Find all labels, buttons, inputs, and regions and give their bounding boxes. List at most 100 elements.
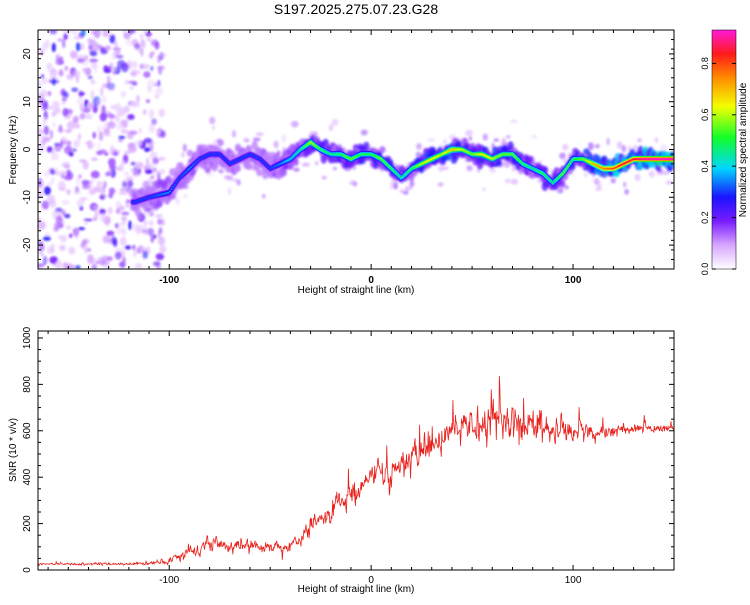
- colorbar-ticks: 0.0 0.2 0.4 0.6 0.8: [700, 57, 736, 275]
- spectrogram-noise-cell: [68, 233, 73, 238]
- ridge-core: [479, 153, 482, 156]
- spectrogram-noise-cell: [148, 123, 156, 134]
- spectrogram-noise-cell: [153, 82, 158, 87]
- spectrogram-noise-cell: [113, 167, 121, 171]
- spectrogram-noise-cell: [131, 71, 136, 76]
- ridge-core: [584, 158, 587, 162]
- spectrogram-noise-cell: [209, 116, 216, 125]
- spectrogram-noise-cell: [353, 182, 357, 187]
- spectrogram-noise-cell: [52, 100, 60, 110]
- spectrogram-noise-cell: [107, 121, 116, 129]
- spectrogram-noise-cell: [148, 177, 152, 184]
- spectrogram-noise-cell: [115, 208, 121, 215]
- spectrogram-noise-cell: [120, 129, 129, 134]
- spectrogram-noise-cell: [409, 180, 415, 188]
- ridge-core: [141, 198, 144, 201]
- spectrogram-noise-cell: [150, 175, 155, 180]
- spectrogram-noise-cell: [51, 42, 56, 53]
- spectrogram-noise-cell: [182, 143, 187, 152]
- spectrogram-noise-cell: [252, 137, 261, 142]
- spectrogram-noise-cell: [114, 251, 122, 260]
- ridge-core: [233, 160, 236, 163]
- ridge-core: [597, 165, 600, 168]
- y-tick-label: -10: [22, 190, 33, 205]
- spectrogram-noise-cell: [437, 182, 444, 187]
- spectrogram-noise-cell: [114, 54, 124, 59]
- spectrogram-noise-cell: [621, 145, 627, 153]
- spectrogram-noise-cell: [564, 185, 569, 190]
- ridge-core: [207, 153, 210, 156]
- ridge-core: [146, 196, 149, 199]
- ridge-core: [291, 155, 294, 158]
- ridge-core: [650, 158, 653, 161]
- spectrogram-noise-cell: [93, 205, 98, 210]
- spectrogram-noise-cell: [72, 227, 80, 236]
- ridge-core: [421, 162, 423, 165]
- ridge-core: [498, 154, 501, 157]
- spectrogram-noise-cell: [93, 30, 101, 39]
- spectrogram-noise-cell: [112, 67, 118, 72]
- ridge-core: [361, 153, 364, 156]
- ridge-core: [551, 181, 554, 185]
- ridge-core: [540, 171, 543, 174]
- spectrogram-noise-cell: [42, 77, 49, 85]
- ridge-core: [414, 165, 417, 168]
- ridge-core: [622, 162, 625, 165]
- ridge-core: [364, 153, 367, 156]
- spectrogram-noise-cell: [106, 82, 115, 90]
- ridge-core: [603, 167, 606, 170]
- ridge-core: [666, 158, 669, 161]
- colorbar-tick-label: 0.8: [700, 57, 710, 70]
- spectrogram-noise-cell: [120, 62, 129, 73]
- spectrogram-noise-cell: [94, 209, 99, 220]
- ridge-core: [640, 158, 643, 161]
- spectrogram-noise-cell: [95, 261, 100, 265]
- ridge-core: [445, 151, 448, 154]
- spectrogram-noise-cell: [114, 103, 122, 112]
- ridge-core: [133, 201, 136, 204]
- x-tick-label: 100: [565, 575, 582, 586]
- ridge-core: [637, 158, 640, 161]
- ridge-core: [482, 153, 485, 156]
- ridge-core: [398, 175, 401, 178]
- ridge-core: [522, 163, 525, 166]
- ridge-core: [556, 177, 559, 180]
- ridge-core: [508, 153, 511, 156]
- ridge-core: [480, 153, 483, 156]
- spectrogram-noise-cell: [489, 167, 497, 173]
- ridge-core: [362, 153, 365, 156]
- spectrogram-noise-cell: [149, 109, 154, 119]
- spectrogram-noise-cell: [415, 151, 422, 158]
- ridge-core: [143, 197, 146, 200]
- spectrogram-noise-cell: [143, 71, 151, 78]
- spectrogram-noise-cell: [126, 39, 133, 46]
- spectrogram-noise-cell: [59, 170, 67, 177]
- ridge-core: [380, 158, 383, 161]
- spectrogram-noise-cell: [438, 165, 444, 172]
- spectrogram-noise-cell: [158, 108, 165, 118]
- ridge-core: [367, 153, 370, 156]
- spectrogram-noise-cell: [38, 80, 43, 89]
- ridge-core: [204, 155, 207, 158]
- spectrogram-noise-cell: [106, 230, 115, 236]
- ridge-core: [600, 166, 603, 169]
- ridge-core: [608, 167, 611, 170]
- ridge-core: [186, 169, 189, 172]
- spectrogram-noise-cell: [144, 147, 150, 152]
- ridge-core: [232, 161, 234, 164]
- spectrogram-noise-cell: [96, 150, 103, 156]
- spectrogram-noise-cell: [482, 187, 486, 192]
- spectrogram-ridge-halo: [217, 139, 224, 147]
- spectrogram-noise-cell: [136, 94, 140, 103]
- spectrogram-noise-cell: [94, 64, 98, 74]
- ridge-core: [487, 156, 490, 159]
- snr-panel: -100 0 100 0 200 400 600 800 1000 Height of str…: [8, 326, 675, 595]
- spectrogram-noise-cell: [71, 30, 78, 36]
- ridge-core: [461, 148, 464, 151]
- spectrogram-noise-cell: [139, 34, 144, 39]
- spectrogram-noise-cell: [65, 225, 72, 230]
- y-tick-label: -20: [22, 237, 33, 252]
- spectrogram-noise-cell: [60, 234, 68, 243]
- spectrogram-noise-cell: [83, 218, 93, 222]
- spectrogram-noise-cell: [147, 162, 156, 169]
